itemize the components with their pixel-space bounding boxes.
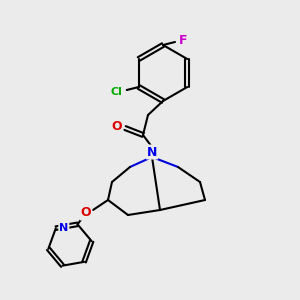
Text: N: N — [59, 223, 68, 233]
Text: O: O — [112, 119, 122, 133]
Text: F: F — [179, 34, 187, 46]
Text: Cl: Cl — [111, 87, 123, 97]
Text: O: O — [81, 206, 91, 220]
Text: N: N — [147, 146, 157, 158]
